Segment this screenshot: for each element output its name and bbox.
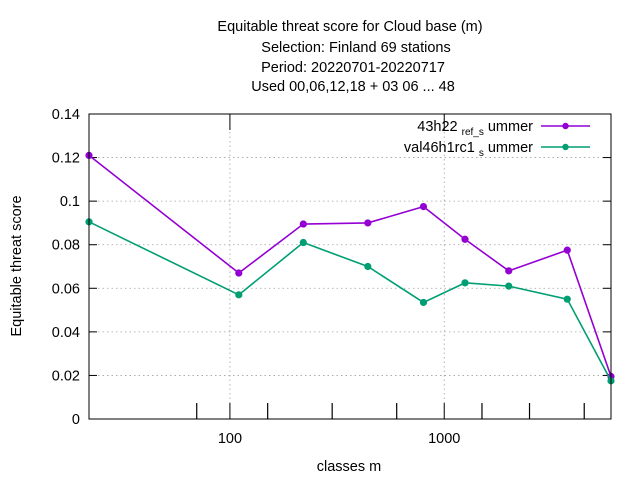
data-point — [505, 282, 513, 290]
data-point — [505, 267, 513, 275]
data-point — [563, 246, 571, 254]
title-line-3: Period: 20220701-20220717 — [261, 60, 445, 76]
y-tick-label: 0.08 — [52, 238, 80, 254]
data-point — [419, 298, 428, 307]
data-point — [235, 291, 243, 299]
data-point — [461, 279, 469, 287]
data-point — [299, 220, 307, 228]
series-line — [88, 221, 612, 382]
y-tick-label: 0.06 — [52, 281, 80, 297]
chart-title: Equitable threat score for Cloud base (m… — [217, 19, 482, 95]
y-tick-labels: 0 0.02 0.04 0.06 0.08 0.1 0.12 0.14 — [52, 107, 80, 428]
legend-entry-2: val46h1rc1 s ummer — [404, 140, 590, 159]
x-tick-label: 1000 — [428, 431, 460, 447]
series-line — [88, 154, 612, 377]
y-axis-label: Equitable threat score — [9, 195, 25, 336]
data-point — [235, 269, 243, 277]
data-point — [299, 238, 307, 247]
legend: 43h22 ref_s ummer val46h1rc1 s ummer — [404, 119, 590, 159]
y-tick-label: 0.1 — [60, 194, 80, 210]
legend-label: val46h1rc1 s ummer — [404, 140, 533, 159]
y-tick-label: 0.12 — [52, 151, 80, 167]
data-point — [419, 202, 428, 211]
series-2 — [85, 218, 615, 385]
series-1 — [85, 151, 615, 381]
y-tick-label: 0.14 — [52, 107, 80, 123]
data-point — [563, 295, 571, 303]
legend-swatch-marker — [562, 122, 569, 130]
plot-border — [88, 113, 612, 420]
title-line-4: Used 00,06,12,18 + 03 06 ... 48 — [251, 79, 455, 95]
data-point — [364, 262, 372, 271]
y-tick-label: 0 — [72, 412, 80, 428]
axis-ticks — [89, 113, 611, 420]
title-line-1: Equitable threat score for Cloud base (m… — [217, 19, 482, 35]
x-axis-label: classes m — [317, 459, 381, 475]
series-layer — [85, 151, 615, 385]
x-tick-label: 100 — [218, 431, 242, 447]
data-point — [461, 235, 469, 243]
legend-label: 43h22 ref_s ummer — [417, 119, 533, 138]
data-point — [364, 219, 372, 227]
x-tick-labels: 100 1000 — [218, 431, 461, 447]
legend-swatch-marker — [562, 143, 569, 151]
grid — [89, 114, 611, 419]
legend-entry-1: 43h22 ref_s ummer — [417, 119, 590, 138]
title-line-2: Selection: Finland 69 stations — [261, 40, 450, 56]
y-tick-label: 0.04 — [52, 325, 80, 341]
y-tick-label: 0.02 — [52, 368, 80, 384]
